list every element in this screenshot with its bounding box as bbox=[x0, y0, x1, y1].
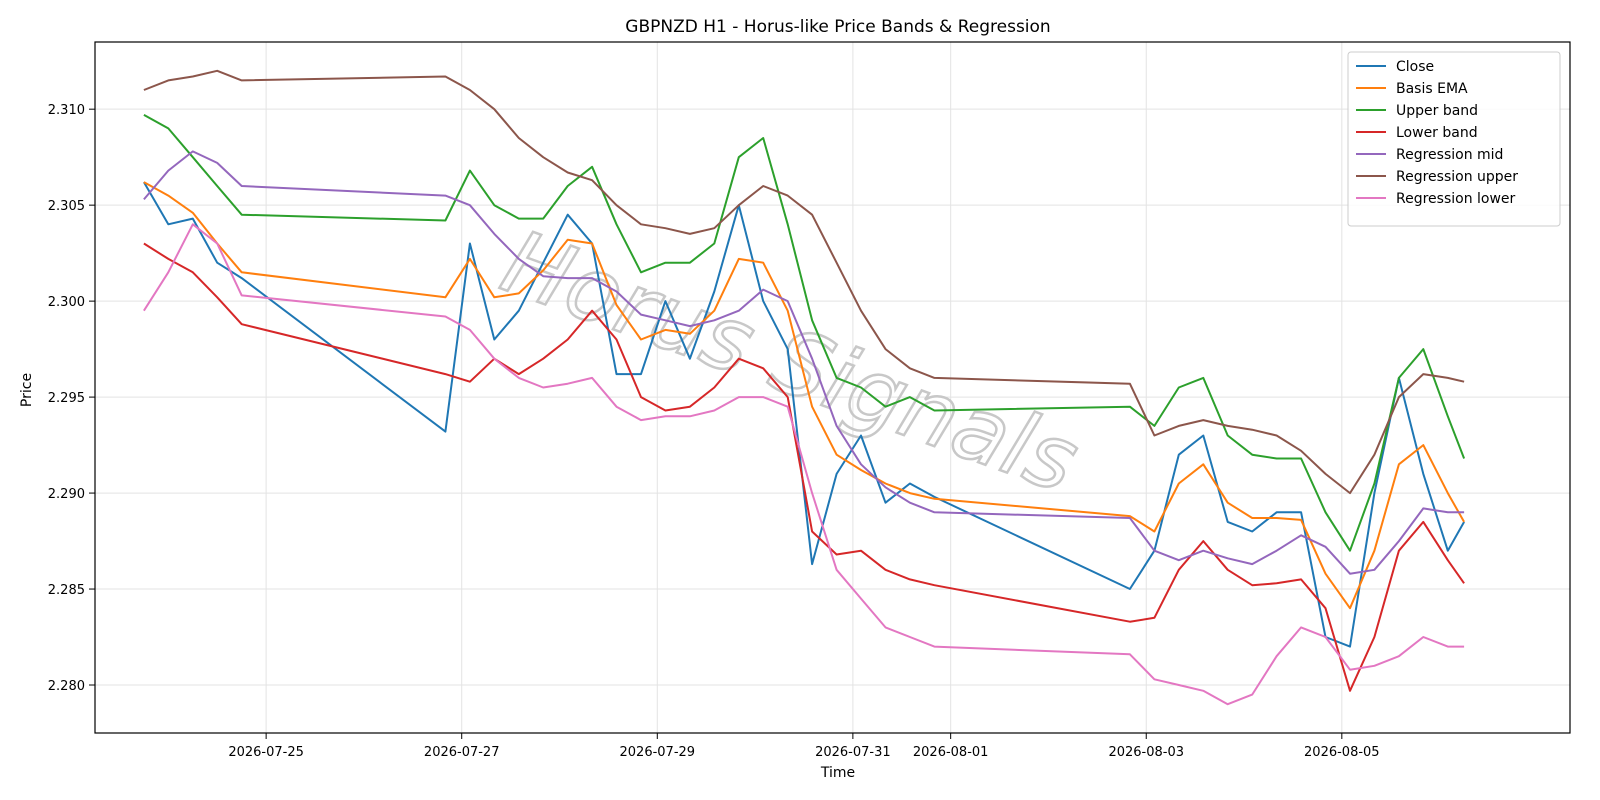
x-tick-label: 2026-08-01 bbox=[913, 745, 989, 760]
series-line-regression-upper bbox=[143, 69, 1465, 495]
legend: Close Basis EMA Upper band Lower band Regres… bbox=[1347, 51, 1561, 227]
y-tick-label: 2.305 bbox=[48, 199, 85, 214]
x-tick-label: 2026-08-05 bbox=[1304, 745, 1380, 760]
legend-box bbox=[1347, 51, 1561, 227]
plot-frame bbox=[94, 41, 1571, 734]
series-line-regression-mid bbox=[143, 150, 1465, 575]
y-tick-label: 2.280 bbox=[48, 679, 85, 694]
y-tick-label: 2.310 bbox=[48, 103, 85, 118]
legend-label-upper-band: Upper band bbox=[1396, 103, 1478, 119]
x-tick-label: 2026-07-31 bbox=[815, 745, 891, 760]
series-layer bbox=[143, 69, 1466, 706]
y-tick-label: 2.295 bbox=[48, 391, 85, 406]
series-line-basis-ema bbox=[143, 181, 1465, 610]
legend-label-basis-ema: Basis EMA bbox=[1396, 81, 1468, 97]
x-tick-label: 2026-07-27 bbox=[424, 745, 500, 760]
axis-ticks: 2026-07-25 2026-07-27 2026-07-29 2026-07-31… bbox=[48, 103, 1380, 760]
series-line-regression-lower bbox=[143, 223, 1465, 706]
x-tick-label: 2026-08-03 bbox=[1108, 745, 1184, 760]
y-tick-label: 2.290 bbox=[48, 487, 85, 502]
y-tick-label: 2.300 bbox=[48, 295, 85, 310]
chart-title: GBPNZD H1 - Horus-like Price Bands & Reg… bbox=[625, 17, 1050, 37]
legend-label-regression-upper: Regression upper bbox=[1396, 169, 1518, 185]
legend-label-regression-lower: Regression lower bbox=[1396, 191, 1516, 207]
legend-label-lower-band: Lower band bbox=[1396, 125, 1478, 141]
series-line-upper-band bbox=[143, 114, 1466, 552]
series-line-lower-band bbox=[143, 242, 1465, 692]
y-axis-label: Price bbox=[19, 373, 35, 407]
y-tick-label: 2.285 bbox=[48, 583, 85, 598]
x-tick-label: 2026-07-29 bbox=[620, 745, 696, 760]
x-axis-label: Time bbox=[820, 765, 855, 781]
legend-label-close: Close bbox=[1396, 59, 1434, 75]
x-tick-label: 2026-07-25 bbox=[228, 745, 304, 760]
grid bbox=[95, 42, 1570, 733]
legend-label-regression-mid: Regression mid bbox=[1396, 147, 1503, 163]
series-line-close bbox=[143, 181, 1465, 648]
